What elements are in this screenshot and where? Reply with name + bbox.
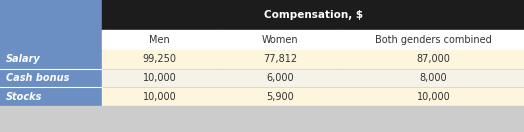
Bar	[0, 87, 102, 106]
Text: 10,000: 10,000	[143, 73, 177, 83]
Bar	[343, 69, 524, 87]
Text: Women: Women	[262, 35, 299, 45]
Text: 77,812: 77,812	[263, 54, 298, 64]
Text: Salary: Salary	[6, 54, 41, 64]
Bar	[102, 69, 217, 87]
Bar	[217, 87, 343, 106]
Bar	[343, 30, 524, 50]
Bar	[217, 30, 343, 50]
Text: 8,000: 8,000	[420, 73, 447, 83]
Bar	[0, 69, 102, 87]
Text: 6,000: 6,000	[267, 73, 294, 83]
Bar	[217, 69, 343, 87]
Bar	[0, 0, 102, 30]
Text: Compensation, $: Compensation, $	[264, 10, 363, 20]
Bar	[343, 87, 524, 106]
Bar	[0, 50, 102, 69]
Bar	[0, 30, 102, 50]
Text: 87,000: 87,000	[417, 54, 451, 64]
Bar	[102, 87, 217, 106]
Text: 10,000: 10,000	[417, 92, 451, 102]
Text: Stocks: Stocks	[6, 92, 42, 102]
Text: 99,250: 99,250	[143, 54, 177, 64]
Bar	[102, 30, 217, 50]
Bar	[217, 50, 343, 69]
Bar	[102, 50, 217, 69]
Text: Men: Men	[149, 35, 170, 45]
Text: Both genders combined: Both genders combined	[375, 35, 492, 45]
Bar	[343, 50, 524, 69]
Text: Cash bonus: Cash bonus	[6, 73, 70, 83]
Text: 10,000: 10,000	[143, 92, 177, 102]
Text: 5,900: 5,900	[267, 92, 294, 102]
Bar	[0, 106, 524, 132]
Bar	[102, 0, 524, 30]
